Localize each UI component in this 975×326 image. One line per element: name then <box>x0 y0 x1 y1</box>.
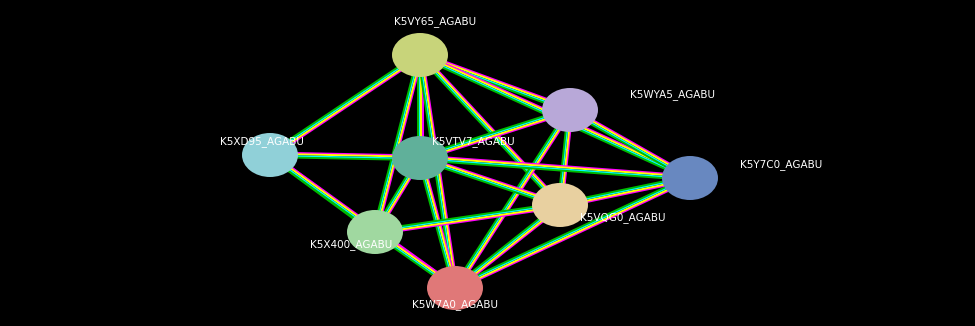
Text: K5Y7C0_AGABU: K5Y7C0_AGABU <box>740 159 822 170</box>
Ellipse shape <box>392 136 448 180</box>
Text: K5VY65_AGABU: K5VY65_AGABU <box>394 17 476 27</box>
Text: K5X400_AGABU: K5X400_AGABU <box>310 240 392 250</box>
Text: K5VTV7_AGABU: K5VTV7_AGABU <box>432 137 515 147</box>
Text: K5XD95_AGABU: K5XD95_AGABU <box>220 137 304 147</box>
Text: K5VQG0_AGABU: K5VQG0_AGABU <box>580 213 666 223</box>
Ellipse shape <box>542 88 598 132</box>
Ellipse shape <box>427 266 483 310</box>
Ellipse shape <box>662 156 718 200</box>
Ellipse shape <box>392 33 448 77</box>
Text: K5WYA5_AGABU: K5WYA5_AGABU <box>630 90 715 100</box>
Ellipse shape <box>347 210 403 254</box>
Ellipse shape <box>242 133 298 177</box>
Text: K5W7A0_AGABU: K5W7A0_AGABU <box>412 300 498 310</box>
Ellipse shape <box>532 183 588 227</box>
